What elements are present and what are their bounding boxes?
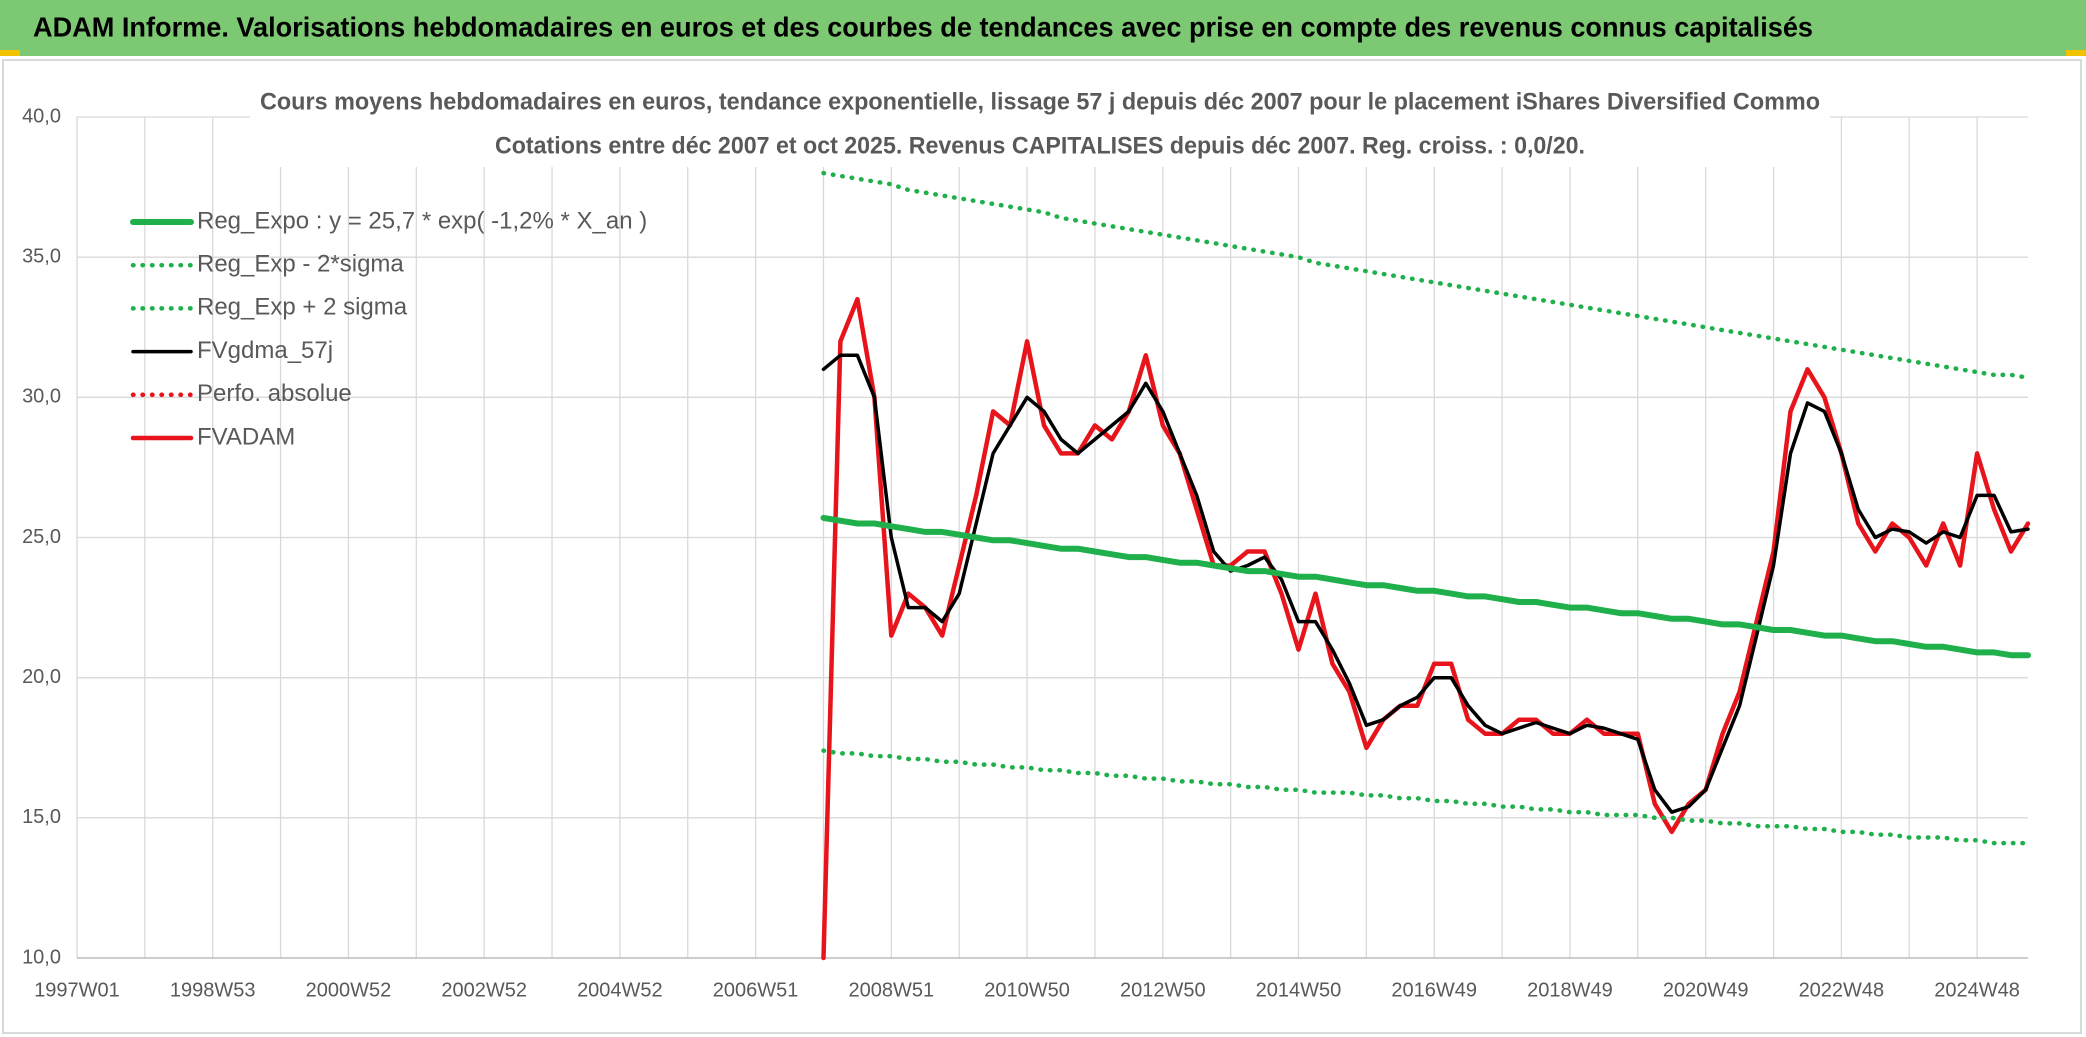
y-tick-label: 10,0	[22, 946, 61, 968]
legend-label: Reg_Exp + 2 sigma	[197, 294, 408, 321]
y-tick-label: 20,0	[22, 666, 61, 688]
x-tick-label: 2018W49	[1527, 979, 1613, 1001]
x-tick-label: 2010W50	[984, 979, 1070, 1001]
x-tick-label: 1997W01	[34, 979, 120, 1001]
x-tick-label: 2008W51	[849, 979, 935, 1001]
corner-mark	[0, 50, 20, 56]
y-tick-label: 40,0	[22, 105, 61, 127]
series-line	[821, 353, 2030, 814]
legend-label: Reg_Exp - 2*sigma	[197, 251, 404, 278]
x-tick-label: 2012W50	[1120, 979, 1206, 1001]
y-tick-label: 30,0	[22, 386, 61, 408]
header-bar	[0, 0, 2086, 56]
chart-title: Cours moyens hebdomadaires en euros, ten…	[260, 88, 1820, 115]
x-tick-label: 2002W52	[441, 979, 527, 1001]
x-tick-label: 2004W52	[577, 979, 663, 1001]
x-tick-label: 2020W49	[1663, 979, 1749, 1001]
series-line	[821, 748, 2031, 846]
corner-mark	[2066, 50, 2086, 56]
x-tick-label: 1998W53	[170, 979, 256, 1001]
legend: Reg_Expo : y = 25,7 * exp( -1,2% * X_an …	[130, 207, 647, 450]
x-tick-label: 2024W48	[1934, 979, 2020, 1001]
x-tick-label: 2016W49	[1391, 979, 1477, 1001]
plot-area: 10,0 15,0 20,0 25,0 30,0 35,0 40,0 1997W01 1998W…	[22, 105, 2031, 1001]
x-tick-label: 2014W50	[1256, 979, 1342, 1001]
y-tick-label: 35,0	[22, 245, 61, 267]
series-line	[821, 296, 2031, 961]
chart-frame	[2, 59, 2082, 1034]
series-line	[820, 514, 2031, 659]
y-tick-label: 15,0	[22, 806, 61, 828]
title-backdrop	[250, 85, 1830, 167]
legend-label: FVADAM	[197, 423, 295, 450]
x-tick-label: 2006W51	[713, 979, 799, 1001]
legend-label: Reg_Expo : y = 25,7 * exp( -1,2% * X_an …	[197, 207, 647, 234]
series-line	[821, 170, 2031, 380]
legend-label: FVgdma_57j	[197, 337, 333, 364]
y-tick-label: 25,0	[22, 526, 61, 548]
x-tick-label: 2022W48	[1799, 979, 1885, 1001]
header-title: ADAM Informe. Valorisations hebdomadaire…	[33, 11, 1813, 42]
x-tick-label: 2000W52	[306, 979, 392, 1001]
legend-label: Perfo. absolue	[197, 380, 352, 407]
chart-subtitle: Cotations entre déc 2007 et oct 2025. Re…	[495, 132, 1585, 159]
